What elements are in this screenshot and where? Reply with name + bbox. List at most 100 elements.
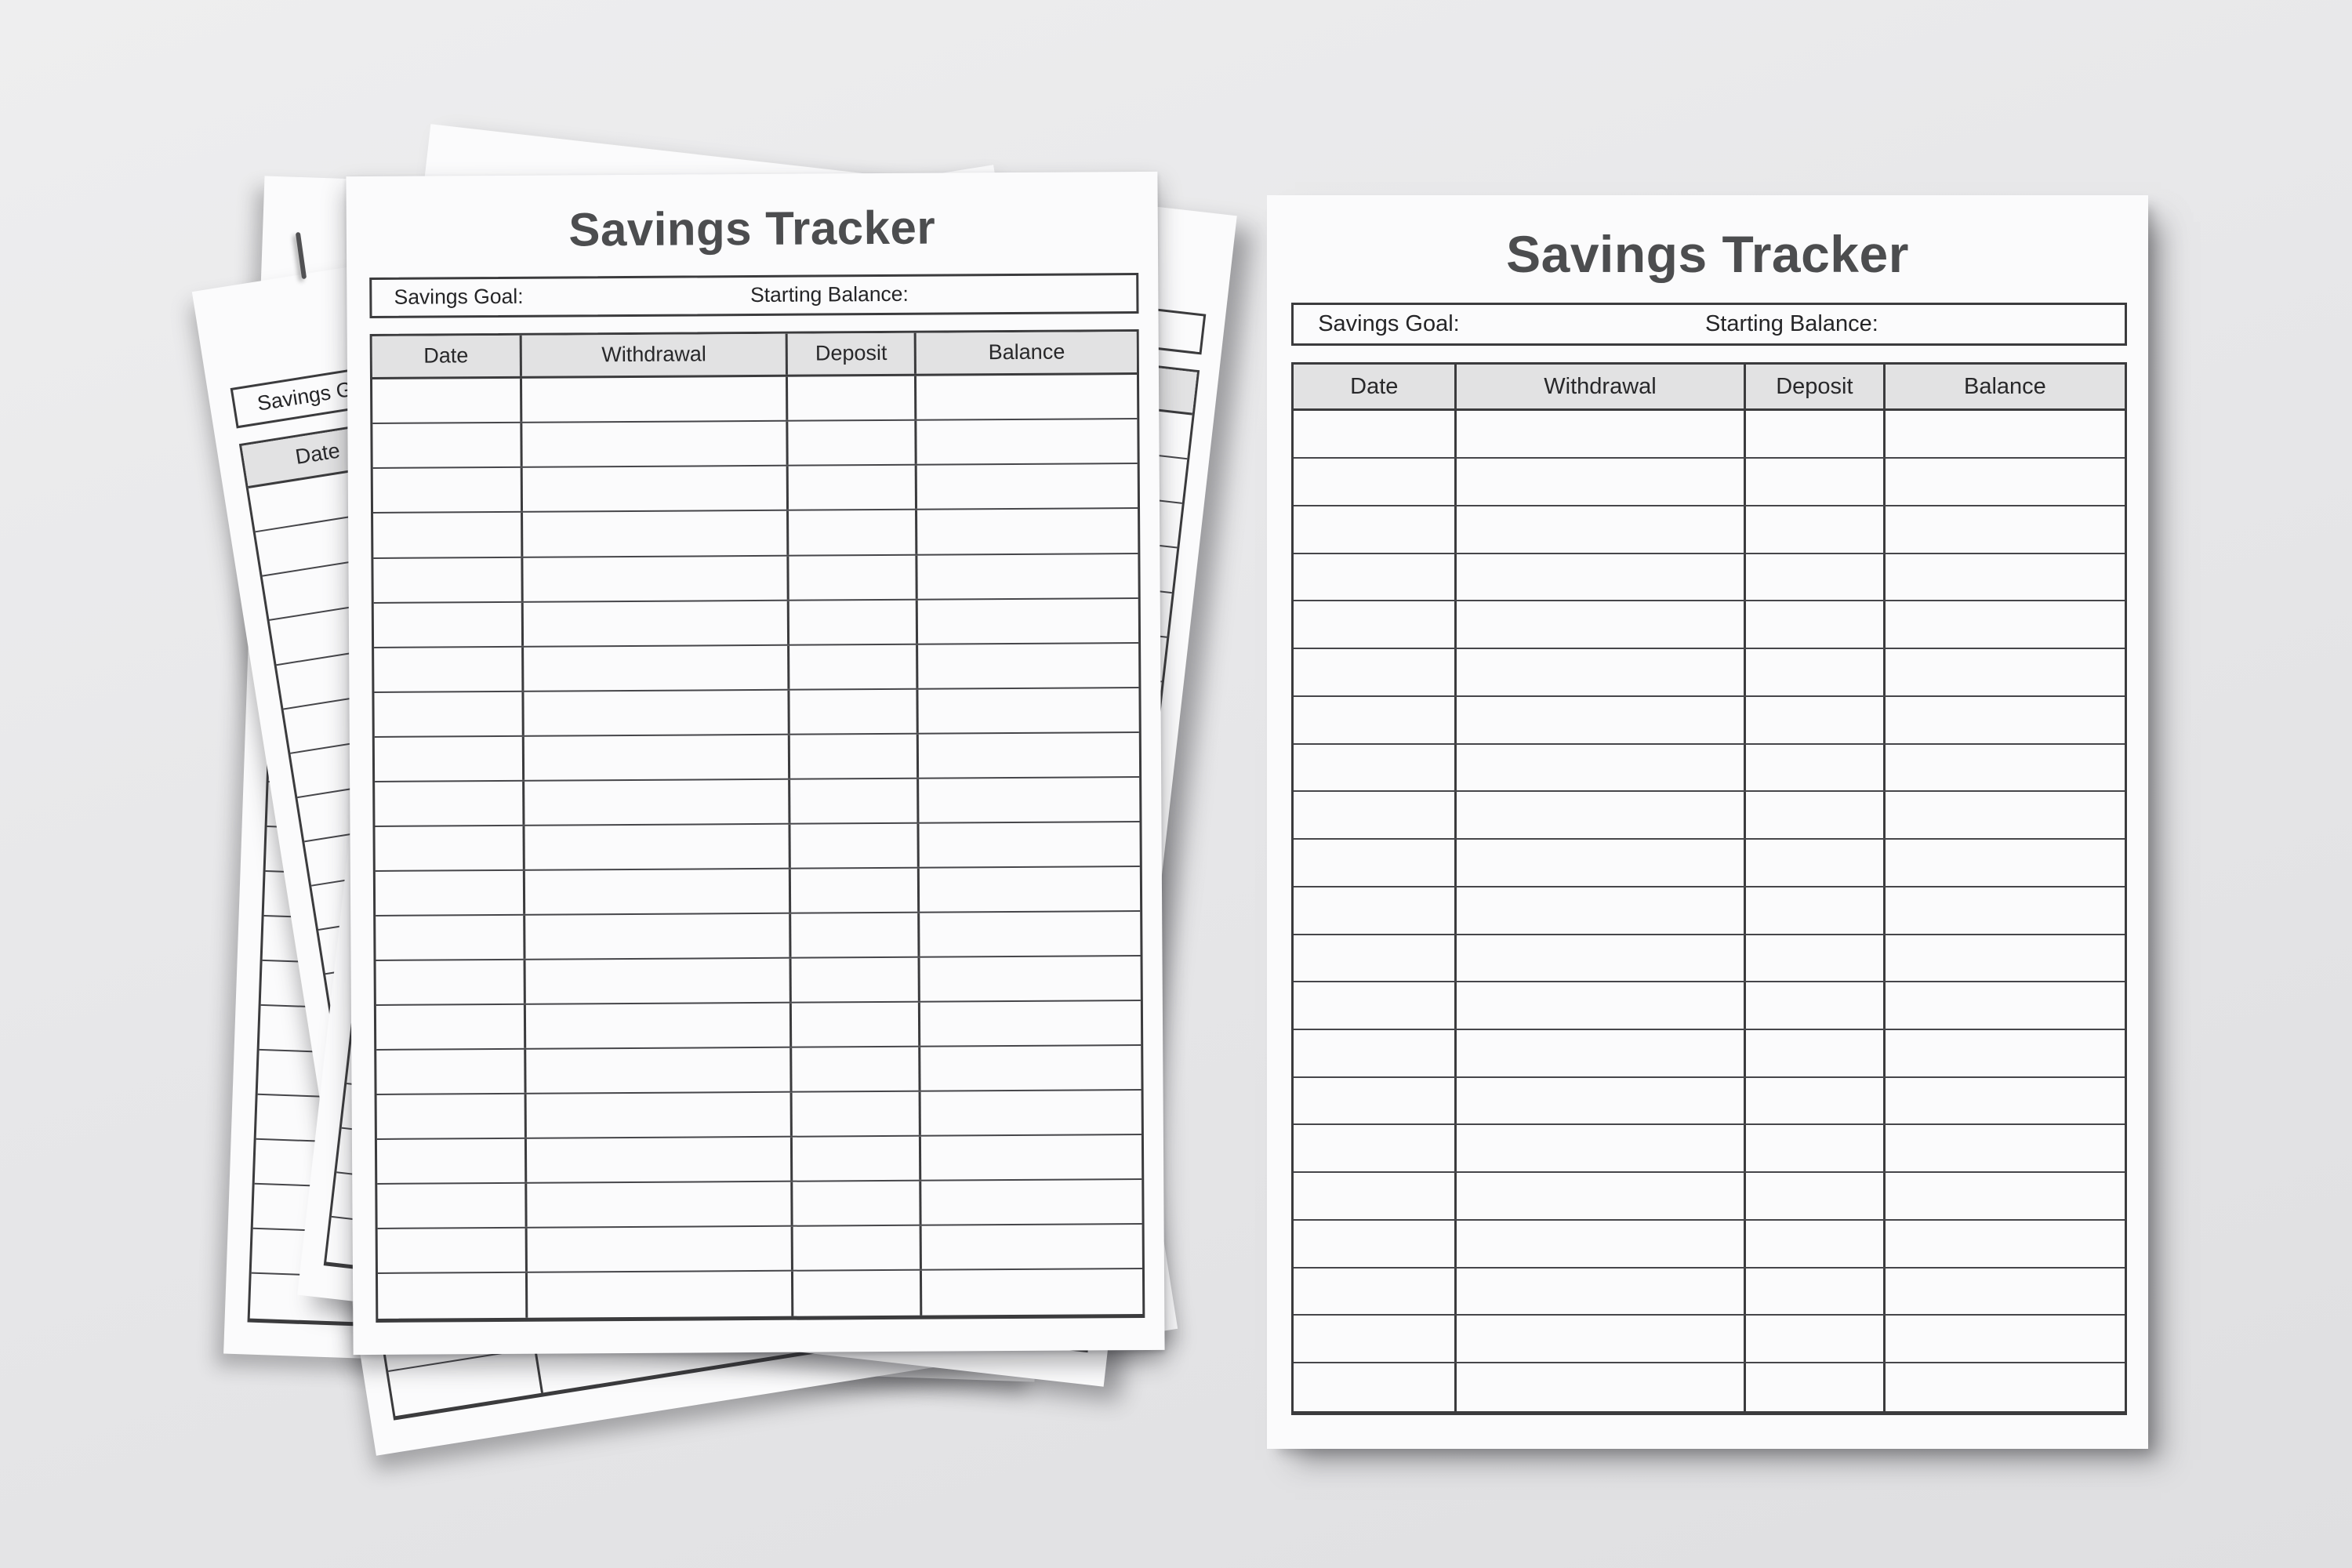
table-cell bbox=[1746, 459, 1886, 505]
table-cell bbox=[1746, 506, 1886, 553]
table-row bbox=[1294, 1220, 2125, 1269]
table-cell bbox=[1457, 506, 1746, 553]
table-cell bbox=[372, 379, 523, 423]
table-cell bbox=[789, 689, 920, 734]
table-cell bbox=[1746, 982, 1886, 1029]
page-title: Savings Tracker bbox=[568, 201, 936, 256]
table-cell bbox=[1886, 1078, 2125, 1124]
table-row bbox=[376, 1135, 1142, 1185]
table-cell bbox=[1294, 840, 1457, 886]
table-cell bbox=[1886, 1316, 2125, 1362]
table-cell bbox=[376, 960, 526, 1004]
table-cell bbox=[1886, 554, 2125, 601]
table-cell bbox=[1746, 1268, 1886, 1315]
table-cell bbox=[789, 600, 919, 644]
table-cell bbox=[1886, 1363, 2125, 1411]
table-cell bbox=[376, 1004, 527, 1050]
table-cell bbox=[377, 1229, 528, 1273]
table-cell bbox=[524, 779, 791, 825]
table-cell bbox=[791, 957, 921, 1002]
starting-balance-label: Starting Balance: bbox=[1704, 310, 1878, 336]
table-cell bbox=[917, 419, 1138, 464]
table-cell bbox=[919, 733, 1139, 778]
table-cell bbox=[1746, 1173, 1886, 1219]
table-row bbox=[374, 688, 1139, 738]
table-row bbox=[376, 1046, 1142, 1096]
savings-goal-label: Savings Goal: bbox=[1318, 310, 1460, 336]
table-cell bbox=[522, 466, 789, 512]
table-row bbox=[372, 375, 1138, 425]
table-cell bbox=[376, 915, 526, 960]
table-cell bbox=[920, 867, 1140, 912]
table-cell bbox=[528, 1272, 794, 1319]
table-row bbox=[373, 598, 1139, 648]
table-row bbox=[376, 1001, 1142, 1051]
goal-row: Savings Goal: Starting Balance: bbox=[369, 272, 1139, 319]
starting-balance-label: Starting Balance: bbox=[750, 282, 909, 307]
table-cell bbox=[1457, 1173, 1746, 1219]
table-cell bbox=[524, 690, 791, 735]
header-cell-date: Date bbox=[1294, 365, 1457, 409]
table-cell bbox=[1294, 935, 1457, 982]
table-cell bbox=[527, 1181, 794, 1228]
table-cell bbox=[1886, 506, 2125, 553]
table-row bbox=[1294, 887, 2125, 935]
table-row bbox=[1294, 601, 2125, 650]
table-cell bbox=[1746, 935, 1886, 982]
table-cell bbox=[375, 781, 525, 826]
table-cell bbox=[919, 688, 1139, 733]
table-cell bbox=[789, 510, 918, 555]
table-cell bbox=[1294, 792, 1457, 839]
table-cell bbox=[523, 511, 789, 557]
table-cell bbox=[1294, 1029, 1457, 1076]
table-cell bbox=[1457, 982, 1746, 1029]
table-cell bbox=[1294, 744, 1457, 791]
table-cell bbox=[790, 823, 920, 868]
table-cell bbox=[526, 1047, 793, 1093]
table-cell bbox=[789, 644, 919, 689]
table-row bbox=[372, 419, 1138, 470]
table-cell bbox=[524, 645, 790, 691]
table-cell bbox=[525, 958, 793, 1004]
table-cell bbox=[792, 1002, 921, 1047]
table-cell bbox=[1294, 1316, 1457, 1363]
table-cell bbox=[1294, 1077, 1457, 1124]
table-cell bbox=[1294, 696, 1457, 743]
header-cell-date: Date bbox=[372, 335, 523, 378]
table-cell bbox=[788, 421, 917, 466]
table-cell bbox=[1457, 744, 1746, 791]
table-cell bbox=[1746, 792, 1886, 839]
table-cell bbox=[1457, 1125, 1746, 1172]
table-cell bbox=[921, 1135, 1142, 1180]
table-cell bbox=[922, 1225, 1142, 1269]
savings-table: Date Withdrawal Deposit Balance bbox=[369, 328, 1145, 1323]
table-row bbox=[1294, 1316, 2125, 1364]
header-cell-withdrawal: Withdrawal bbox=[1457, 365, 1746, 409]
table-cell bbox=[1886, 1030, 2125, 1076]
table-cell bbox=[917, 509, 1138, 554]
table-cell bbox=[1746, 744, 1886, 791]
table-cell bbox=[1746, 840, 1886, 886]
table-row bbox=[1294, 696, 2125, 745]
header-cell-withdrawal: Withdrawal bbox=[521, 333, 789, 377]
table-row bbox=[1294, 744, 2125, 793]
table-cell bbox=[1294, 411, 1457, 458]
table-cell bbox=[525, 913, 792, 959]
table-cell bbox=[374, 691, 524, 736]
table-cell bbox=[1457, 1029, 1746, 1076]
table-row bbox=[1294, 935, 2125, 983]
table-cell bbox=[920, 1046, 1141, 1091]
table-cell bbox=[1294, 554, 1457, 601]
table-cell bbox=[376, 1138, 528, 1184]
table-cell bbox=[1746, 1029, 1886, 1076]
table-row bbox=[1294, 411, 2125, 459]
table-cell bbox=[1457, 792, 1746, 839]
table-cell bbox=[916, 375, 1137, 419]
table-cell bbox=[1457, 1316, 1746, 1363]
header-cell-balance: Balance bbox=[988, 340, 1065, 365]
table-row bbox=[374, 732, 1140, 782]
table-cell bbox=[1886, 697, 2125, 743]
table-cell bbox=[527, 1227, 794, 1272]
goal-row: Savings Goal: Starting Balance: bbox=[1291, 302, 2128, 347]
